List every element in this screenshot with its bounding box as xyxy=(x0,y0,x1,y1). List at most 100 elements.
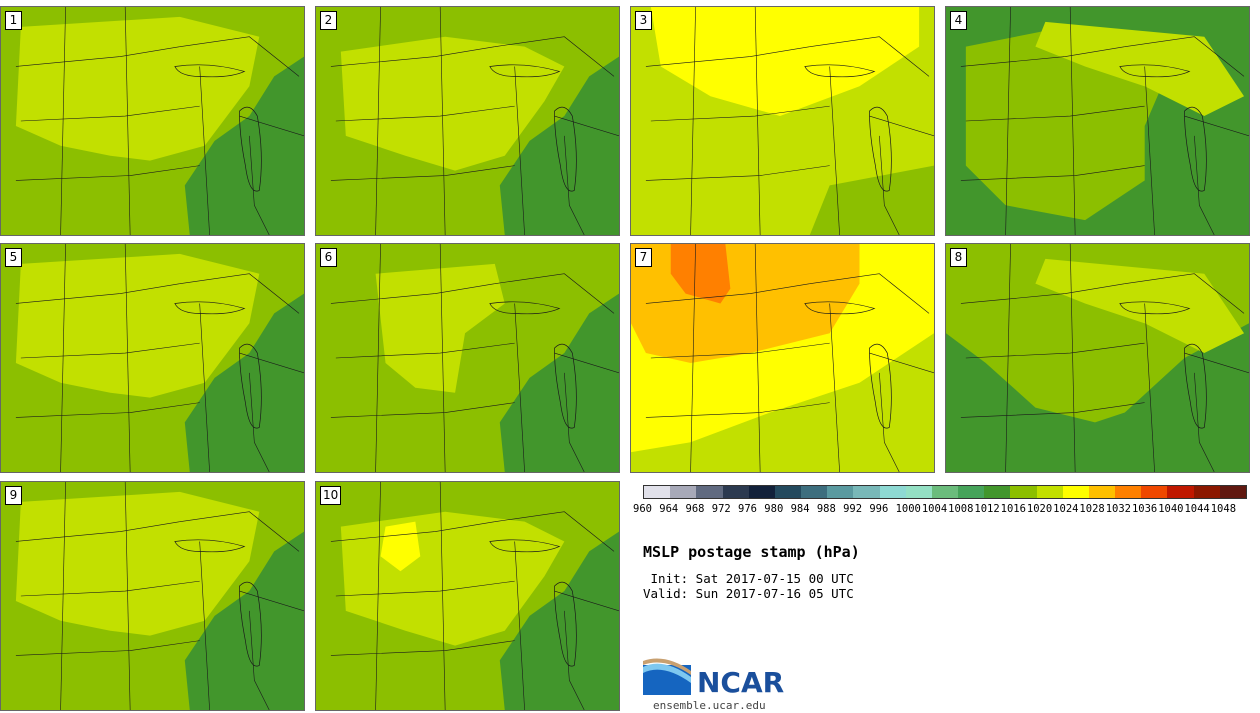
valid-time: Valid: Sun 2017-07-16 05 UTC xyxy=(643,586,854,601)
state-boundary xyxy=(564,372,585,472)
lake-outline xyxy=(554,106,577,192)
colorbar-tick-label: 1040 xyxy=(1158,503,1184,515)
pressure-map xyxy=(316,482,619,710)
pressure-map xyxy=(1,7,304,235)
pressure-contour-region xyxy=(340,36,565,171)
colorbar-tick-label: 972 xyxy=(711,503,731,515)
state-boundary xyxy=(199,541,210,710)
state-boundary xyxy=(829,66,840,235)
lake-outline xyxy=(554,343,577,429)
pressure-contour-region xyxy=(15,16,260,161)
stamp-panel-10[interactable]: 10 xyxy=(315,481,620,711)
state-boundary xyxy=(330,402,515,418)
state-boundary xyxy=(554,115,619,137)
state-boundary xyxy=(199,66,210,235)
lake-outline xyxy=(1184,106,1207,192)
state-boundary xyxy=(124,482,131,710)
state-boundary xyxy=(494,511,615,552)
state-boundary xyxy=(239,590,304,612)
colorbar-swatch xyxy=(827,486,854,498)
state-boundary xyxy=(650,342,830,359)
pressure-map xyxy=(1,244,304,472)
colorbar-tick-label: 1000 xyxy=(895,503,921,515)
member-label: 5 xyxy=(5,248,22,267)
ncar-logo-icon xyxy=(643,658,691,695)
colorbar-tick-label: 1048 xyxy=(1210,503,1237,515)
colorbar-ticks: 960 964 968 972 976 980 984 988 992 996 1000 1004 10… xyxy=(633,503,1260,517)
colorbar-swatch xyxy=(905,486,932,498)
pressure-contour-region xyxy=(650,7,920,117)
stamp-panel-9[interactable]: 9 xyxy=(0,481,305,711)
state-boundary xyxy=(124,244,131,472)
colorbar-swatch xyxy=(1010,486,1037,498)
state-boundary xyxy=(375,482,381,710)
state-boundary xyxy=(869,352,934,374)
colorbar-tick-label: 1032 xyxy=(1105,503,1131,515)
colorbar-tick-label: 1036 xyxy=(1131,503,1158,515)
member-label: 7 xyxy=(635,248,652,267)
state-boundary xyxy=(20,342,200,359)
lake-outline xyxy=(174,301,246,315)
init-time: Init: Sat 2017-07-15 00 UTC xyxy=(643,571,854,586)
pressure-contour-region xyxy=(809,165,934,235)
pressure-contour-region xyxy=(15,253,260,398)
state-boundary xyxy=(809,273,930,314)
state-boundary xyxy=(809,36,930,77)
pressure-map xyxy=(1,482,304,710)
member-label: 6 xyxy=(320,248,337,267)
state-boundary xyxy=(650,105,830,122)
lake-outline xyxy=(174,539,246,553)
colorbar-swatch xyxy=(1062,486,1089,498)
state-boundary xyxy=(249,372,270,472)
stamp-panel-1[interactable]: 1 xyxy=(0,6,305,236)
state-boundary xyxy=(335,342,515,359)
pressure-contour-region xyxy=(499,56,619,235)
lake-outline xyxy=(239,343,262,429)
stamp-panel-3[interactable]: 3 xyxy=(630,6,935,236)
stamp-panel-4[interactable]: 4 xyxy=(945,6,1250,236)
state-boundary xyxy=(754,244,761,472)
lake-outline xyxy=(174,64,246,78)
colorbar-tick-label: 1028 xyxy=(1079,503,1105,515)
colorbar-tick-label: 988 xyxy=(816,503,836,515)
stamp-panel-5[interactable]: 5 xyxy=(0,243,305,473)
state-boundary xyxy=(330,46,495,67)
state-boundary xyxy=(249,135,270,235)
state-boundary xyxy=(554,590,619,612)
lake-outline xyxy=(489,64,561,78)
state-boundary xyxy=(330,165,515,181)
lake-outline xyxy=(804,301,876,315)
colorbar-swatch xyxy=(984,486,1011,498)
colorbar-swatch xyxy=(1036,486,1063,498)
lake-outline xyxy=(489,301,561,315)
state-boundary xyxy=(375,7,381,235)
stamp-panel-6[interactable]: 6 xyxy=(315,243,620,473)
colorbar-tick-label: 968 xyxy=(685,503,705,515)
stamp-panel-7[interactable]: 7 xyxy=(630,243,935,473)
state-boundary xyxy=(1005,244,1011,472)
state-boundary xyxy=(1194,372,1215,472)
state-boundary xyxy=(249,610,270,710)
state-boundary xyxy=(439,7,446,235)
member-label: 3 xyxy=(635,11,652,30)
stamp-panel-8[interactable]: 8 xyxy=(945,243,1250,473)
state-boundary xyxy=(879,135,900,235)
state-boundary xyxy=(335,105,515,122)
stamp-panel-2[interactable]: 2 xyxy=(315,6,620,236)
colorbar-swatch xyxy=(1115,486,1142,498)
site-url[interactable]: ensemble.ucar.edu xyxy=(653,699,766,712)
colorbar-swatch xyxy=(748,486,775,498)
state-boundary xyxy=(1069,244,1076,472)
state-boundary xyxy=(1144,303,1155,472)
state-boundary xyxy=(690,244,696,472)
colorbar-tick-label: 964 xyxy=(659,503,679,515)
state-boundary xyxy=(179,273,300,314)
lake-outline xyxy=(1119,301,1191,315)
pressure-map xyxy=(631,244,934,472)
member-label: 8 xyxy=(950,248,967,267)
colorbar-swatch xyxy=(1141,486,1168,498)
state-boundary xyxy=(239,352,304,374)
pressure-contour-region xyxy=(184,293,304,472)
colorbar-tick-label: 1024 xyxy=(1053,503,1079,515)
colorbar-swatch xyxy=(644,486,671,498)
